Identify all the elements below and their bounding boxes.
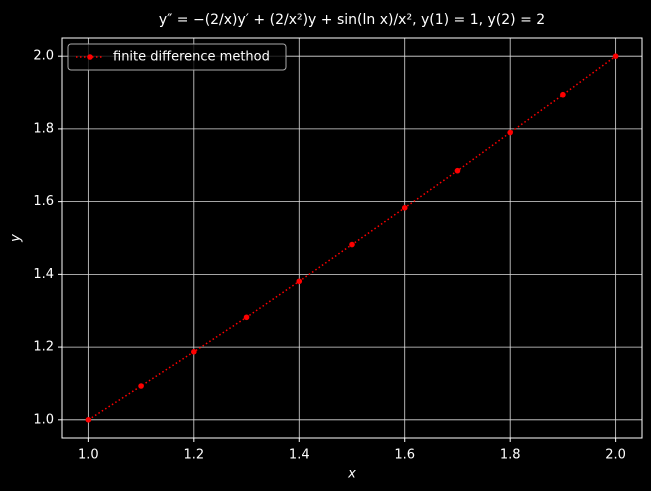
- plot-frame: [61, 37, 643, 439]
- legend: finite difference method: [67, 43, 287, 71]
- y-tick-label: 1.2: [33, 340, 54, 355]
- y-tick-label: 1.6: [33, 194, 54, 209]
- data-point: [612, 53, 619, 59]
- x-tick-label: 1.0: [78, 448, 99, 463]
- legend-box: [67, 43, 287, 71]
- x-axis-label: x: [347, 467, 356, 482]
- data-point: [560, 91, 566, 98]
- x-tick-label: 2.0: [605, 448, 626, 463]
- data-point: [507, 129, 513, 136]
- data-point: [191, 349, 197, 355]
- data-point: [138, 383, 144, 389]
- x-tick-label: 1.8: [500, 448, 521, 463]
- data-point: [401, 205, 408, 211]
- legend-marker: [87, 54, 93, 60]
- x-tick-label: 1.6: [394, 448, 415, 463]
- legend-label: finite difference method: [113, 50, 270, 65]
- y-tick-label: 1.8: [33, 121, 54, 136]
- x-tick-label: 1.2: [183, 448, 204, 463]
- x-tick-label: 1.4: [289, 448, 310, 463]
- data-point: [85, 417, 92, 423]
- y-tick-label: 2.0: [33, 49, 54, 64]
- data-point: [349, 241, 355, 248]
- y-tick-label: 1.0: [33, 412, 54, 427]
- data-point: [296, 278, 303, 285]
- chart-title: y″ = −(2/x)y′ + (2/x²)y + sin(ln x)/x², …: [159, 12, 545, 28]
- data-point: [454, 167, 461, 174]
- y-axis-label: y: [9, 234, 24, 243]
- y-tick-label: 1.4: [33, 267, 54, 282]
- data-point: [243, 314, 250, 321]
